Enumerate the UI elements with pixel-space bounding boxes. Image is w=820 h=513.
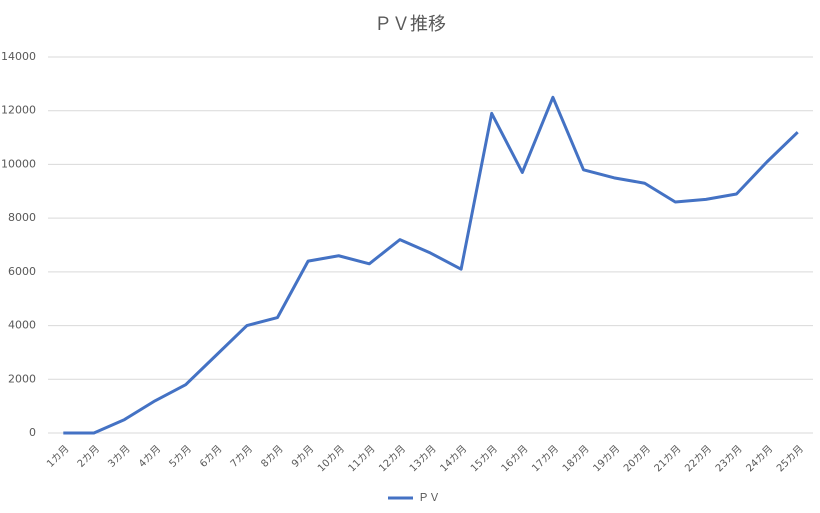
y-tick-label: 4000 (8, 319, 36, 332)
x-tick-label: 10カ月 (315, 443, 347, 475)
x-tick-label: 6カ月 (197, 443, 224, 470)
x-tick-label: 14カ月 (438, 443, 470, 475)
x-tick-label: 25カ月 (774, 443, 806, 475)
x-tick-label: 2カ月 (75, 443, 102, 470)
y-tick-label: 14000 (1, 50, 36, 63)
x-tick-label: 5カ月 (167, 443, 194, 470)
legend-label: ＰＶ (418, 491, 440, 504)
x-tick-label: 9カ月 (289, 443, 316, 470)
x-tick-label: 7カ月 (228, 443, 255, 470)
x-tick-label: 11カ月 (346, 443, 378, 475)
x-tick-label: 13カ月 (407, 443, 439, 475)
x-tick-label: 4カ月 (136, 443, 163, 470)
y-tick-label: 10000 (1, 157, 36, 170)
x-tick-label: 3カ月 (106, 443, 133, 470)
y-tick-label: 0 (29, 426, 36, 439)
x-tick-label: 18カ月 (560, 443, 592, 475)
x-tick-label: 21カ月 (652, 443, 684, 475)
x-tick-label: 23カ月 (713, 443, 745, 475)
x-tick-label: 17カ月 (530, 443, 562, 475)
line-series (63, 95, 799, 435)
y-tick-label: 8000 (8, 211, 36, 224)
x-tick-label: 19カ月 (591, 443, 623, 475)
x-tick-label: 16カ月 (499, 443, 531, 475)
chart-title: ＰＶ推移 (374, 14, 446, 35)
x-tick-label: 24カ月 (744, 443, 776, 475)
x-tick-label: 15カ月 (468, 443, 500, 475)
x-tick-label: 12カ月 (377, 443, 409, 475)
x-tick-label: 20カ月 (621, 443, 653, 475)
y-tick-label: 6000 (8, 265, 36, 278)
y-tick-label: 12000 (1, 104, 36, 117)
y-tick-label: 2000 (8, 372, 36, 385)
x-tick-label: 22カ月 (683, 443, 715, 475)
x-tick-label: 8カ月 (259, 443, 286, 470)
x-tick-label: 1カ月 (44, 443, 71, 470)
